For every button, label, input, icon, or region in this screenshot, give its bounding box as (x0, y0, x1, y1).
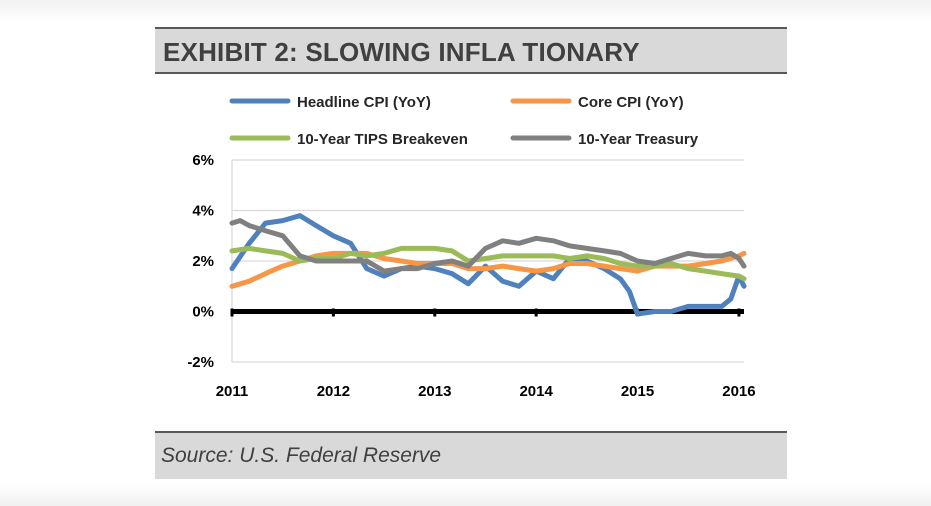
x-tick-label: 2014 (519, 383, 553, 400)
y-tick-label: -2% (187, 354, 214, 371)
x-tick-label: 2012 (317, 383, 350, 400)
y-tick-label: 4% (192, 203, 214, 220)
source-bar: Source: U.S. Federal Reserve (155, 431, 787, 479)
x-tick-label: 2013 (418, 383, 451, 400)
chart-title: EXHIBIT 2: SLOWING INFLA TIONARY (163, 37, 640, 67)
series-lines (229, 213, 747, 317)
y-tick-label: 0% (192, 304, 214, 321)
title-bar: EXHIBIT 2: SLOWING INFLA TIONARY (155, 27, 787, 74)
y-tick-label: 2% (192, 253, 214, 270)
x-tick-label: 2011 (216, 383, 249, 400)
series-line-2 (229, 245, 747, 282)
legend: Headline CPI (YoY) Core CPI (YoY) 10-Year … (229, 94, 699, 148)
source-note: Source: U.S. Federal Reserve (161, 444, 442, 467)
legend-label-1: Core CPI (YoY) (578, 94, 684, 111)
x-tick-label: 2016 (722, 383, 755, 400)
axes: -2% 0% 2% 4% 6% 2011 2012 2013 2014 2015 2016 (187, 152, 755, 400)
legend-label-3: 10-Year Treasury (578, 131, 699, 148)
legend-label-2: 10-Year TIPS Breakeven (297, 131, 468, 148)
series-line-0 (229, 213, 747, 317)
series-line-3 (229, 218, 747, 274)
x-tick-label: 2015 (621, 383, 654, 400)
y-tick-label: 6% (192, 152, 214, 169)
legend-label-0: Headline CPI (YoY) (297, 94, 431, 111)
